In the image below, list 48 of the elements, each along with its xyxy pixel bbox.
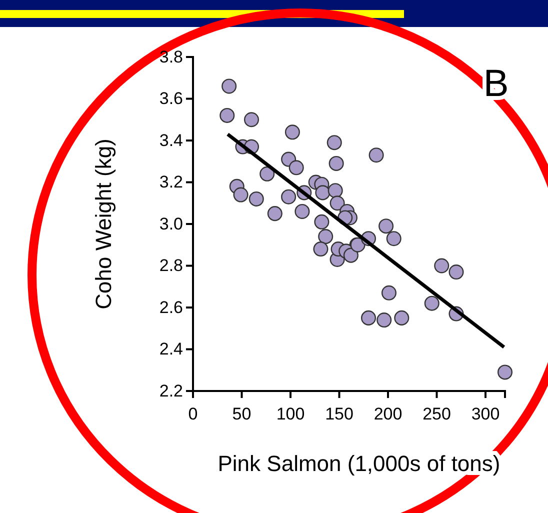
point: [343, 248, 358, 263]
point: [314, 214, 330, 230]
y-axis-title: Coho Weight (kg): [91, 138, 116, 310]
point: [381, 285, 396, 300]
x-tick-label: 50: [232, 404, 252, 424]
point: [378, 218, 394, 234]
y-tick-label: 2.4: [159, 340, 183, 359]
x-tick-label: 100: [276, 404, 305, 424]
point: [284, 124, 300, 140]
point: [394, 310, 410, 326]
x-tick-label: 200: [374, 404, 402, 424]
point: [267, 206, 282, 222]
y-tick-label: 3.0: [159, 214, 183, 234]
x-tick-label: 150: [325, 404, 354, 424]
point: [448, 264, 464, 280]
point: [328, 156, 344, 171]
point: [281, 189, 296, 204]
y-tick-label: 3.2: [159, 172, 183, 192]
y-tick-label: 2.8: [159, 256, 183, 276]
point: [360, 310, 376, 326]
y-tick-label: 3.8: [159, 47, 183, 66]
y-tick-label: 2.6: [159, 298, 183, 317]
point: [376, 312, 392, 328]
y-tick-label: 3.4: [159, 130, 183, 150]
point: [318, 229, 334, 244]
point: [244, 112, 260, 128]
point: [497, 364, 513, 380]
point: [248, 191, 264, 206]
x-tick-label: 300: [471, 404, 500, 424]
point: [386, 231, 402, 246]
point: [313, 242, 328, 257]
point: [288, 160, 304, 176]
y-tick-label: 2.2: [159, 381, 183, 400]
point: [220, 108, 235, 123]
x-tick-label: 250: [422, 404, 451, 424]
point: [330, 196, 345, 211]
point: [368, 148, 384, 163]
point: [424, 296, 440, 311]
point: [260, 166, 275, 182]
point: [233, 187, 248, 202]
point: [222, 78, 237, 94]
point: [326, 135, 342, 150]
point: [328, 183, 343, 198]
point: [315, 185, 330, 200]
x-tick-label: 0: [188, 404, 198, 424]
point: [434, 258, 450, 274]
y-tick-label: 3.6: [159, 89, 183, 108]
point: [294, 204, 310, 219]
